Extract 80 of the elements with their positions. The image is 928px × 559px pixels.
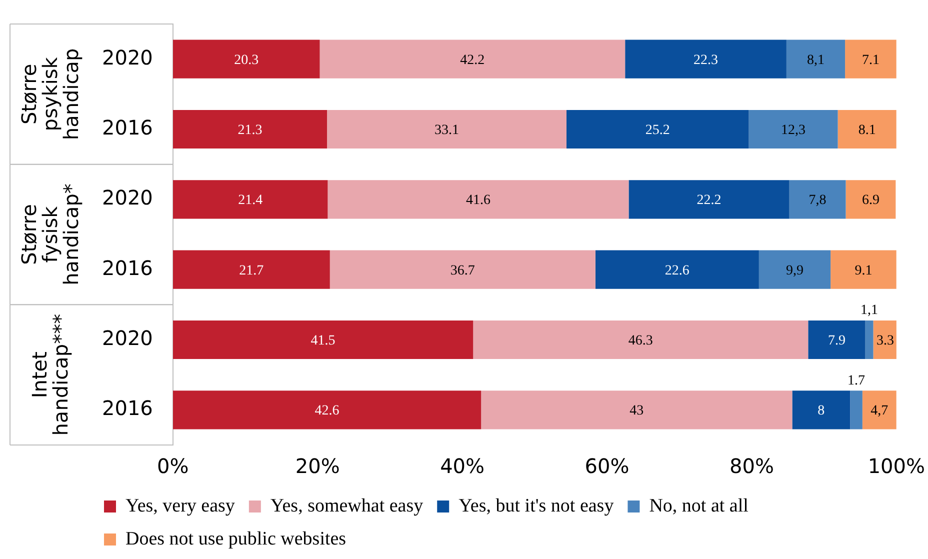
data-label: 1.7 [848, 373, 866, 388]
data-label: 42.6 [314, 404, 340, 419]
data-label: 1,1 [860, 303, 878, 318]
data-label: 8,1 [806, 52, 824, 68]
data-label: 21.3 [238, 122, 262, 138]
x-tick-label: 80% [729, 454, 774, 478]
bar [758, 250, 831, 289]
bar [830, 250, 896, 289]
bar [595, 250, 759, 289]
text: Større fysisk handicap* [17, 184, 84, 286]
bar [628, 180, 790, 219]
data-label: 7.1 [862, 52, 880, 68]
y-tick-label: 2020 [102, 186, 153, 210]
legend-label: Does not use public websites [126, 528, 346, 550]
data-label: 20.3 [234, 52, 259, 68]
bar [789, 180, 846, 219]
legend-label: No, not at all [649, 495, 748, 516]
bar [850, 390, 862, 430]
y-tick-label: 2020 [102, 326, 153, 350]
bar [328, 180, 629, 219]
data-label: 3.3 [876, 333, 894, 348]
bar [748, 110, 838, 149]
bar [786, 40, 846, 78]
data-label: 7.9 [828, 333, 846, 348]
x-tick-label: 0% [157, 454, 189, 478]
data-label: 22.2 [696, 193, 722, 208]
y-tick-label: 2016 [102, 396, 153, 420]
legend-label: Yes, but it's not easy [458, 495, 614, 516]
bar [330, 250, 596, 289]
bar [865, 320, 874, 360]
bar [172, 320, 474, 360]
data-label: 22.6 [664, 263, 690, 278]
bar [172, 180, 328, 219]
data-label: 46.3 [628, 333, 653, 348]
data-label: 21.4 [238, 193, 263, 208]
bar [172, 40, 320, 78]
bar [327, 110, 566, 149]
x-tick-label: 60% [584, 454, 630, 478]
bar [862, 390, 896, 430]
data-label: 43 [630, 404, 644, 419]
bar [473, 320, 808, 360]
data-label: 41.6 [466, 193, 490, 208]
data-label: 36.7 [450, 263, 475, 278]
y-tick-label: 2020 [102, 45, 153, 70]
bar [845, 40, 896, 78]
x-tick-label: 100% [868, 454, 926, 478]
data-label: 6.9 [862, 193, 880, 208]
y-tick-label: 2016 [102, 115, 153, 140]
bar [172, 390, 482, 430]
data-label: 42.2 [460, 52, 485, 68]
bar [172, 110, 328, 149]
data-label: 8 [818, 404, 825, 419]
x-tick-label: 20% [295, 454, 340, 478]
data-label: 22.3 [694, 52, 718, 68]
bar [481, 390, 792, 430]
data-label: 9,9 [786, 263, 804, 278]
data-label: 25.2 [645, 122, 670, 138]
bar [873, 320, 896, 360]
data-label: 9.1 [854, 263, 872, 278]
data-label: 12,3 [781, 122, 806, 138]
data-label: 21.7 [239, 263, 264, 278]
text: Større psykisk handicap [17, 48, 84, 140]
bar [625, 40, 786, 78]
bar [566, 110, 749, 149]
data-label: 41.5 [310, 333, 336, 348]
data-label: 8.1 [858, 122, 876, 138]
bar [792, 390, 850, 430]
data-label: 4,7 [870, 404, 888, 419]
data-label: 33.1 [434, 122, 459, 138]
x-tick-label: 40% [440, 454, 485, 478]
bar [838, 110, 896, 149]
bar [846, 180, 896, 219]
y-tick-label: 2016 [102, 256, 153, 280]
legend-label: Yes, very easy [126, 495, 236, 516]
bar [320, 40, 626, 78]
text: Intet handicap*** [28, 314, 73, 436]
legend-label: Yes, somewhat easy [270, 495, 424, 516]
data-label: 7,8 [808, 193, 826, 208]
bar [172, 250, 330, 289]
bar [808, 320, 866, 360]
